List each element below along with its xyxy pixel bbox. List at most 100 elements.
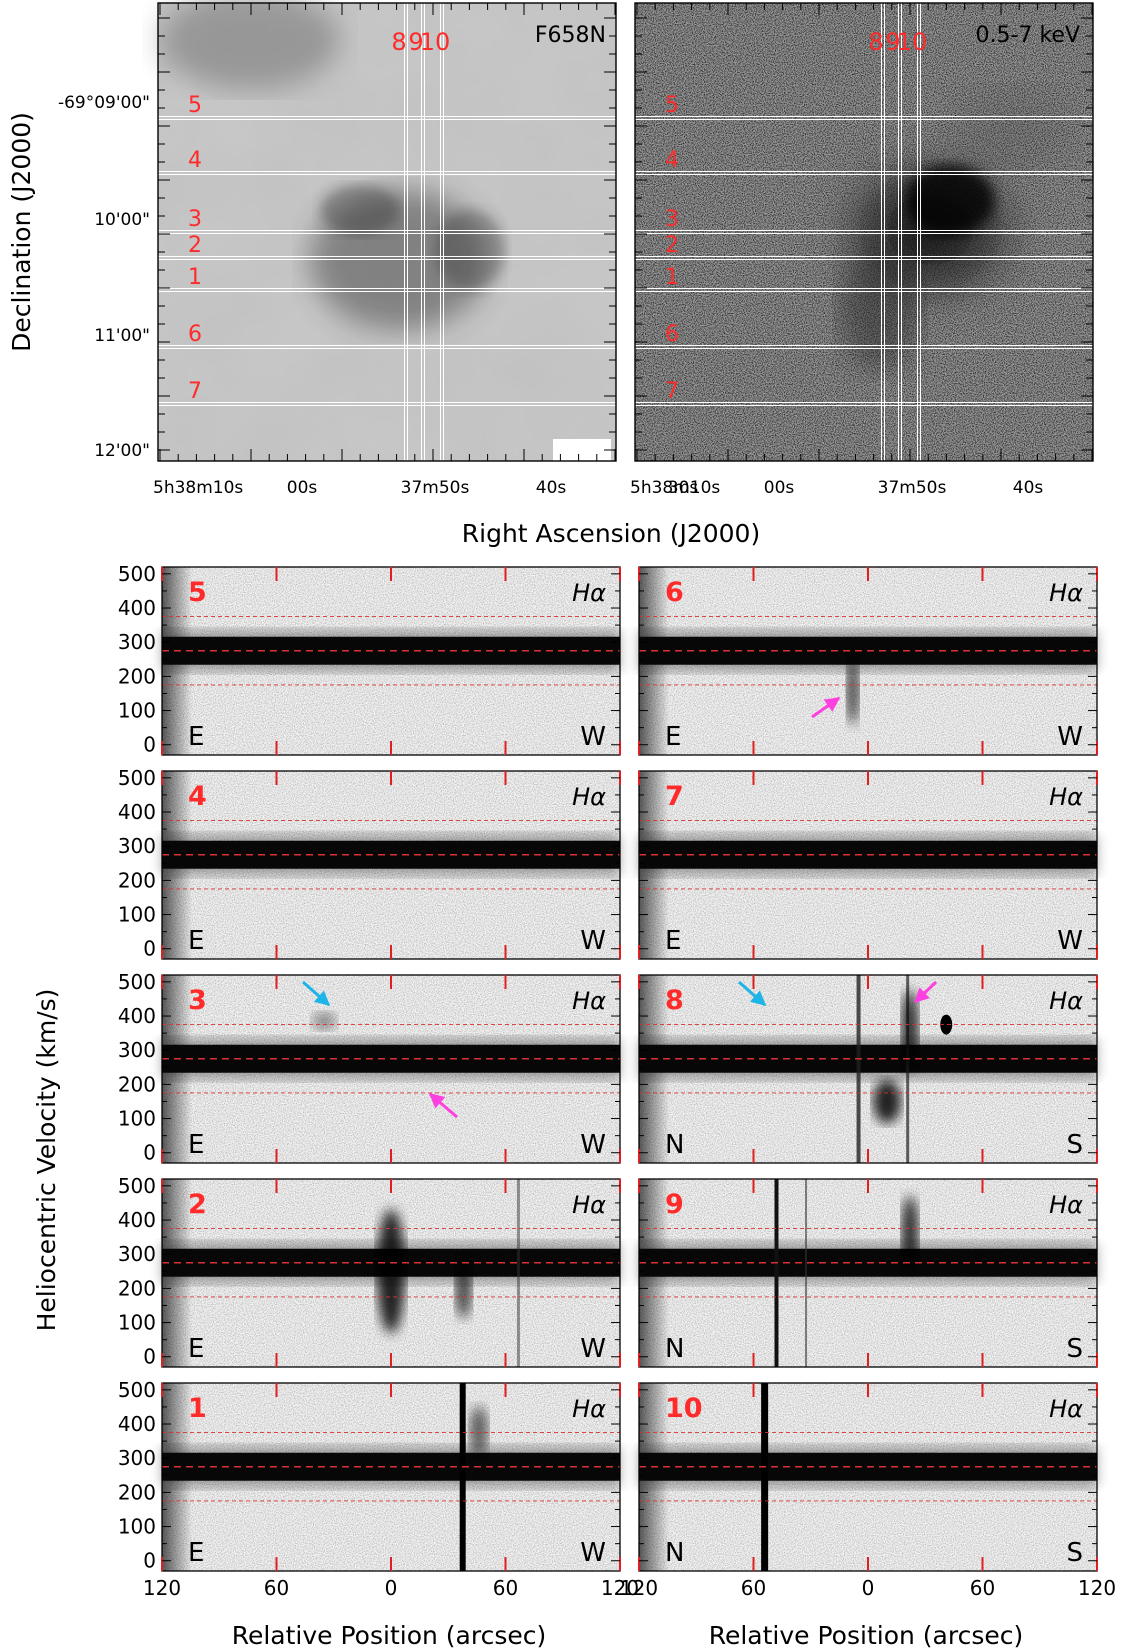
- ra-tick-label: 5h38m10s: [153, 478, 243, 498]
- slit-label-6: 6: [188, 322, 202, 347]
- direction-label-right: W: [1057, 926, 1083, 956]
- spectrum-panel-7: 7 Hα E W: [638, 770, 1098, 960]
- line-label: Hα: [1049, 1395, 1083, 1423]
- y-tick-label: 400: [118, 1208, 156, 1232]
- dec-tick-label: -69°09'00": [58, 93, 150, 113]
- y-tick-label: 0: [143, 937, 156, 961]
- y-tick-label: 400: [118, 596, 156, 620]
- y-tick-label: 200: [118, 1276, 156, 1300]
- optical-frame: [157, 2, 617, 462]
- x-tick-label: 60: [970, 1576, 995, 1600]
- y-tick-label: 200: [118, 1072, 156, 1096]
- y-tick-label: 200: [118, 1480, 156, 1504]
- star-trace: [761, 1383, 769, 1571]
- xray-frame: [634, 2, 1094, 462]
- slit-label-2: 2: [188, 233, 202, 258]
- direction-label-right: W: [580, 1334, 606, 1364]
- star-trace: [805, 1179, 808, 1367]
- emission-knot: [312, 1012, 337, 1031]
- direction-label-left: E: [188, 926, 204, 956]
- line-label: Hα: [572, 1191, 606, 1219]
- slit-label-8: 8: [391, 28, 406, 56]
- y-tick-label: 300: [118, 834, 156, 858]
- ra-tick-label: 5h38m10s: [630, 478, 720, 498]
- emission-knot: [377, 1209, 405, 1334]
- x-tick-label: 60: [741, 1576, 766, 1600]
- line-label: Hα: [572, 987, 606, 1015]
- panel-id: 8: [665, 985, 684, 1016]
- panel-id: 7: [665, 781, 684, 812]
- dec-tick-label: 10'00": [94, 210, 150, 230]
- line-label: Hα: [572, 579, 606, 607]
- direction-label-right: W: [580, 722, 606, 752]
- emission-knot: [901, 989, 918, 1070]
- slit-label-5: 5: [188, 93, 202, 118]
- spectrum-panel-2: 500 400 300 200 100 0 2 Hα E W: [118, 1174, 621, 1369]
- emission-knot: [873, 1079, 902, 1124]
- panel-id: 6: [665, 577, 684, 608]
- y-tick-label: 500: [118, 1378, 156, 1402]
- cyan-arrow: [738, 980, 767, 1007]
- y-tick-label: 200: [118, 868, 156, 892]
- ra-tick-label: 00s: [287, 478, 318, 498]
- y-tick-label: 300: [118, 1038, 156, 1062]
- y-tick-label: 300: [118, 630, 156, 654]
- emission-knot: [455, 1258, 472, 1319]
- y-tick-label: 200: [118, 664, 156, 688]
- spectrum-panel-6: 6 Hα E W: [638, 566, 1098, 756]
- star-trace: [774, 1179, 779, 1367]
- slit-label-1: 1: [188, 265, 202, 290]
- direction-label-left: E: [665, 722, 681, 752]
- y-tick-label: 500: [118, 1174, 156, 1198]
- direction-label-left: E: [188, 1130, 204, 1160]
- band-label-f658n: F658N: [535, 23, 606, 48]
- magenta-arrow: [913, 980, 938, 1004]
- y-tick-label: 500: [118, 766, 156, 790]
- y-tick-label: 100: [118, 699, 156, 723]
- slit-label-3: 3: [188, 207, 202, 232]
- y-tick-label: 0: [143, 1141, 156, 1165]
- x-tick-label: 0: [862, 1576, 875, 1600]
- slit-label-10: 10: [897, 28, 928, 56]
- direction-label-left: E: [188, 1334, 204, 1364]
- ra-tick-label: 37m50s: [401, 478, 470, 498]
- spectrum-panel-1: 500 400 300 200 100 0 120 60 0 60 120 1 Hα E W: [118, 1378, 639, 1600]
- band-label-xray: 0.5-7 keV: [976, 23, 1080, 48]
- slit-label-6: 6: [665, 322, 679, 347]
- f658n-image: [158, 0, 616, 461]
- x-tick-label: 60: [493, 1576, 518, 1600]
- y-tick-label: 300: [118, 1242, 156, 1266]
- spectrum-panel-10: 120 60 0 60 120 10 Hα N S: [620, 1382, 1116, 1600]
- direction-label-right: S: [1066, 1334, 1083, 1364]
- panel-id: 5: [188, 577, 207, 608]
- slit-label-10: 10: [420, 28, 451, 56]
- y-tick-label: 0: [143, 1549, 156, 1573]
- ra-tick-label: 37m50s: [878, 478, 947, 498]
- spectrum-panel-9: 9 Hα N S: [638, 1178, 1098, 1368]
- spectrum-panel-4: 500 400 300 200 100 0 4 Hα E W: [118, 766, 621, 961]
- ra-tick-label: 00s: [764, 478, 795, 498]
- emission-knot: [940, 1014, 953, 1035]
- emission-knot: [901, 1195, 918, 1272]
- direction-label-left: E: [188, 722, 204, 752]
- ra-tick-label: 30s: [668, 478, 699, 498]
- y-tick-label: 400: [118, 1004, 156, 1028]
- direction-label-left: E: [188, 1538, 204, 1568]
- line-label: Hα: [1049, 783, 1083, 811]
- slit-label-7: 7: [188, 379, 202, 404]
- panel-id: 1: [188, 1393, 207, 1424]
- magenta-arrow: [428, 1092, 458, 1119]
- position-axis-label-right: Relative Position (arcsec): [709, 1621, 1024, 1650]
- y-tick-label: 100: [118, 903, 156, 927]
- line-label: Hα: [1049, 987, 1083, 1015]
- panel-id: 9: [665, 1189, 684, 1220]
- x-tick-label: 60: [264, 1576, 289, 1600]
- dec-tick-label: 12'00": [94, 441, 150, 461]
- line-label: Hα: [1049, 579, 1083, 607]
- spectrum-panel-5: 500 400 300 200 100 0 5 Hα E W: [118, 562, 621, 757]
- slit-label-9: 9: [408, 28, 423, 56]
- slit-label-4: 4: [188, 148, 202, 173]
- spectrum-panel-3: 500 400 300 200 100 0 3 Hα E W: [118, 970, 621, 1165]
- slit-label-5: 5: [665, 93, 679, 118]
